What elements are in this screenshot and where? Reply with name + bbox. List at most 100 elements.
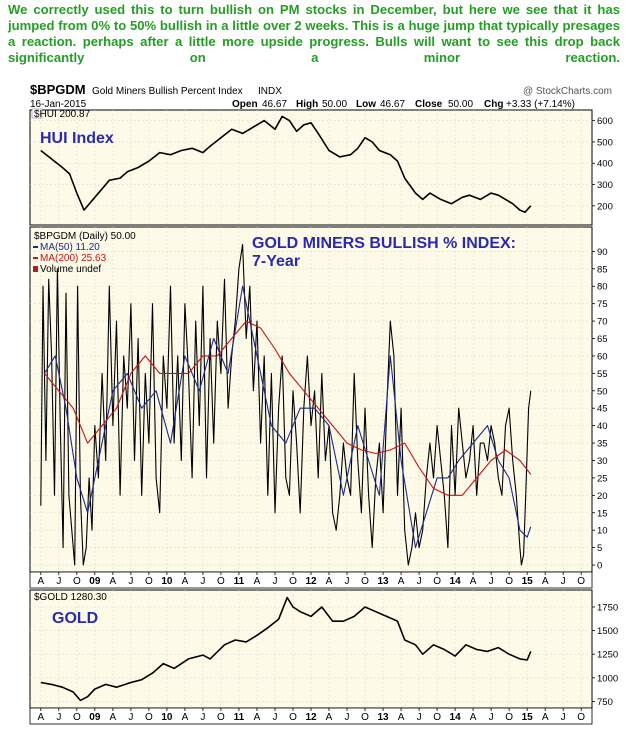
volume-legend-swatch: [33, 266, 38, 272]
x-tick-label: A: [326, 576, 333, 587]
x-tick-label: J: [417, 712, 422, 723]
hui-legend-swatch: [31, 108, 43, 119]
y-tick-label: 1750: [597, 602, 618, 613]
x-tick-label: O: [505, 576, 513, 587]
bpgdm-title: GOLD MINERS BULLISH % INDEX:: [252, 235, 516, 252]
x-tick-label: O: [73, 576, 81, 587]
y-tick-label: 500: [597, 137, 613, 148]
x-tick-label: A: [182, 576, 189, 587]
x-tick-label: O: [505, 712, 513, 723]
high-value: 50.00: [322, 99, 347, 110]
series-line-ma-200: [43, 320, 532, 496]
y-tick-label: 0: [597, 561, 602, 572]
y-tick-label: 60: [597, 351, 608, 362]
y-tick-label: 750: [597, 697, 613, 708]
x-tick-label: A: [254, 712, 261, 723]
x-tick-label: J: [56, 712, 61, 723]
header-source: @ StockCharts.com: [523, 86, 612, 97]
y-tick-label: 300: [597, 180, 613, 191]
x-tick-label: A: [542, 712, 549, 723]
x-tick-label: J: [489, 712, 494, 723]
x-tick-label: O: [217, 576, 225, 587]
bpgdm-subtitle: 7-Year: [252, 253, 300, 270]
header-exchange: INDX: [258, 86, 282, 97]
x-tick-label: 10: [161, 712, 173, 723]
y-tick-label: 85: [597, 264, 608, 275]
y-tick-label: 10: [597, 526, 608, 537]
x-axis-lower: A J O 09 A J O 10 A J O 11 A J O 12 A J O 13 A J O 14 A J O 15 A J O: [29, 707, 593, 725]
y-tick-label: 600: [597, 116, 613, 127]
y-tick-label: 75: [597, 299, 608, 310]
close-label: Close: [415, 99, 443, 110]
x-tick-label: 15: [522, 712, 534, 723]
x-tick-label: J: [561, 576, 566, 587]
high-label: High: [296, 99, 318, 110]
x-tick-label: O: [73, 712, 81, 723]
y-tick-label: 30: [597, 456, 608, 467]
hui-y-axis: 600 500 400 300 200: [592, 116, 613, 212]
hui-gridlines: [30, 110, 592, 225]
x-tick-label: J: [272, 576, 277, 587]
x-tick-label: A: [110, 712, 117, 723]
x-tick-label: J: [489, 576, 494, 587]
hui-legend: $HUI 200.87: [34, 109, 91, 120]
x-tick-label: O: [145, 576, 153, 587]
y-tick-label: 40: [597, 421, 608, 432]
y-tick-label: 25: [597, 473, 608, 484]
x-tick-label: A: [37, 712, 44, 723]
x-tick-label: 12: [305, 712, 317, 723]
x-tick-label: A: [110, 576, 117, 587]
gold-y-axis: 1750 1500 1250 1000 750: [592, 602, 618, 708]
gold-title: GOLD: [52, 610, 98, 627]
x-tick-label: O: [289, 576, 297, 587]
gold-legend: $GOLD 1280.30: [34, 592, 107, 603]
x-tick-label: 13: [377, 576, 389, 587]
x-tick-label: O: [433, 576, 441, 587]
x-tick-label: A: [470, 576, 477, 587]
x-tick-label: O: [577, 712, 585, 723]
y-tick-label: 55: [597, 369, 608, 380]
open-value: 46.67: [262, 99, 287, 110]
y-tick-label: 70: [597, 317, 608, 328]
x-tick-label: J: [56, 576, 61, 587]
x-tick-label: J: [128, 712, 133, 723]
x-tick-label: A: [182, 712, 189, 723]
x-tick-label: O: [577, 576, 585, 587]
x-tick-label: 13: [377, 712, 389, 723]
x-tick-label: A: [254, 576, 261, 587]
y-tick-label: 15: [597, 508, 608, 519]
x-tick-label: 15: [522, 576, 534, 587]
chg-value: +3.33 (+7.14%): [506, 99, 575, 110]
x-tick-label: O: [361, 712, 369, 723]
close-value: 50.00: [448, 99, 473, 110]
y-tick-label: 45: [597, 404, 608, 415]
hui-panel: 600 500 400 300 200 $HUI 200.87 HUI Index: [29, 108, 613, 226]
chart-header: $BPGDM Gold Miners Bullish Percent Index…: [30, 82, 612, 110]
x-tick-label: 09: [89, 712, 101, 723]
header-symbol: $BPGDM: [30, 82, 86, 97]
gold-panel-bg: [29, 589, 593, 709]
ma50-legend: MA(50) 11.20: [40, 242, 100, 253]
x-tick-label: J: [561, 712, 566, 723]
x-tick-label: J: [200, 712, 205, 723]
y-tick-label: 1500: [597, 626, 618, 637]
gold-panel: 1750 1500 1250 1000 750 $GOLD 1280.30 GOLD: [29, 589, 618, 709]
x-tick-label: A: [398, 712, 405, 723]
bpgdm-legend-main: $BPGDM (Daily) 50.00: [34, 231, 136, 242]
low-value: 46.67: [380, 99, 405, 110]
x-tick-label: J: [345, 576, 350, 587]
x-tick-label: 10: [161, 576, 173, 587]
low-label: Low: [356, 99, 376, 110]
x-tick-label: O: [433, 712, 441, 723]
x-tick-label: A: [542, 576, 549, 587]
x-tick-label: O: [289, 712, 297, 723]
y-tick-label: 5: [597, 543, 602, 554]
x-tick-label: 09: [89, 576, 101, 587]
y-tick-label: 50: [597, 386, 608, 397]
commentary-text: We correctly used this to turn bullish o…: [8, 2, 620, 65]
x-tick-label: J: [128, 576, 133, 587]
y-tick-label: 400: [597, 159, 613, 170]
